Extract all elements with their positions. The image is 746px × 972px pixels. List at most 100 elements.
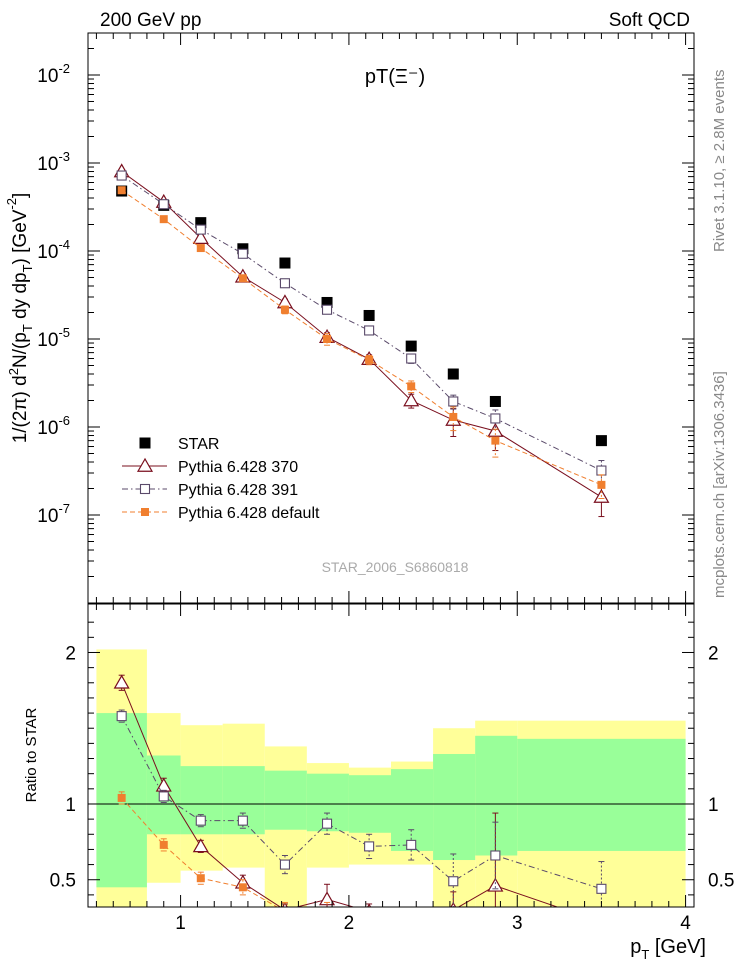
star-point	[279, 257, 291, 269]
main-panel-frame	[87, 32, 695, 604]
pythia-6-428-391-point	[195, 224, 206, 235]
y-tick-label: 10-2	[37, 61, 70, 87]
pythia-6-428-default-point	[117, 186, 126, 195]
green-uncertainty-band	[517, 738, 686, 851]
pythia-6-428-default-point	[597, 480, 606, 489]
pythia-6-428-391-point	[448, 396, 459, 407]
pythia-6-428-default-ratio-error-bar	[160, 838, 167, 852]
pythia-6-428-391-point	[321, 304, 333, 315]
legend-marker	[139, 437, 151, 449]
pythia-6-428-391-ratio-point	[596, 883, 607, 894]
pythia-6-428-391-point	[364, 325, 375, 336]
pythia-6-428-391-ratio-point	[279, 859, 291, 870]
legend-entry-pythia-6-428-391: Pythia 6.428 391	[122, 482, 298, 499]
x-tick-label: 1	[175, 913, 186, 934]
y-tick-label: 10-5	[37, 325, 70, 351]
mcplots-credit-label: mcplots.cern.ch [arXiv:1306.3436]	[711, 371, 728, 598]
main-axes: 10-7 10-6 10-5 10-4 10-3 10-2	[37, 32, 694, 604]
x-axis-label-text: pT [GeV]	[630, 936, 706, 962]
pythia-6-428-default-point	[491, 436, 500, 445]
pythia-6-428-default-ratio-error-bar	[281, 901, 288, 907]
pythia-6-428-391-ratio-point	[116, 711, 127, 722]
legend-marker	[139, 483, 151, 495]
pythia-6-428-370-ratio-point	[113, 674, 130, 689]
legend-entry-pythia-6-428-default: Pythia 6.428 default	[122, 505, 320, 522]
ratio-y-tick-label-right: 1	[708, 795, 719, 816]
legend-label: Pythia 6.428 370	[178, 459, 298, 476]
pythia-6-428-391-point	[279, 278, 291, 289]
ratio-panel-frame	[87, 603, 695, 908]
ratio-y-tick-label-left: 2	[65, 643, 76, 664]
pythia-6-428-default-ratio-error-bar	[239, 879, 246, 896]
pythia-6-428-default-ratio-error-bar	[598, 916, 604, 931]
legend-entry-star: STAR	[139, 436, 219, 453]
ratio-panel: 0.5 0.5 1 1 2 2 1 2 3 4 Ratio to STAR pT [GeV]	[23, 603, 734, 962]
legend-label: Pythia 6.428 default	[178, 505, 320, 522]
pythia-6-428-default-ratio-point	[196, 874, 205, 883]
x-axis-label: pT [GeV]	[630, 936, 706, 962]
pythia-6-428-391-point	[596, 465, 607, 476]
pythia-6-428-default-ratio-error-bar	[118, 791, 125, 805]
pythia-6-428-391-ratio-error-bar	[450, 853, 457, 907]
pythia-6-428-370-ratio-point	[281, 901, 288, 907]
pythia-6-428-default-ratio-point	[407, 921, 415, 929]
pythia-6-428-default-point	[449, 412, 458, 421]
x-tick-label: 3	[512, 913, 523, 934]
ratio-y-tick-label-left: 0.5	[50, 871, 76, 892]
pythia-6-428-default-ratio-line	[121, 797, 279, 907]
pythia-6-428-default-point	[196, 244, 205, 253]
pythia-6-428-391-ratio-point	[158, 791, 169, 802]
pythia-6-428-391-ratio-error-bar	[160, 789, 167, 803]
legend-marker	[141, 508, 149, 516]
pythia-6-428-391-ratio-point	[448, 876, 459, 887]
pythia-6-428-default-point	[323, 334, 332, 343]
pythia-6-428-default-ratio-point	[449, 915, 457, 923]
legend-marker	[136, 457, 154, 472]
header-left-label: 200 GeV pp	[100, 10, 201, 31]
ratio-y-tick-label-right: 2	[708, 643, 719, 664]
pythia-6-428-default-ratio-point	[597, 920, 605, 928]
pythia-6-428-default-ratio-point	[365, 918, 373, 926]
pythia-6-428-370-ratio-point	[192, 838, 209, 853]
pythia-6-428-391-ratio-point	[237, 815, 248, 826]
pythia-6-428-370-ratio-point	[318, 891, 336, 906]
pythia-6-428-391-ratio-point	[406, 839, 417, 850]
main-y-axis-label-text: 1/(2π) d2N/(pT dy dpT) [GeV-2]	[4, 193, 35, 444]
y-tick-label: 10-7	[37, 501, 70, 527]
pythia-6-428-391-ratio-point	[321, 818, 333, 829]
pythia-6-428-370-ratio-error-bar	[408, 912, 414, 927]
pythia-6-428-370-ratio-point	[594, 915, 608, 927]
star-point	[363, 309, 375, 321]
pythia-6-428-default-ratio-point	[491, 918, 499, 926]
pythia-6-428-default-point	[238, 274, 247, 283]
legend: STAR Pythia 6.428 370 Pythia 6.428 391 Pyth…	[122, 436, 320, 522]
pythia-6-428-default-error-bar	[598, 474, 605, 499]
pythia-6-428-default-point	[365, 355, 374, 364]
pythia-6-428-391-point	[158, 199, 169, 210]
y-tick-label: 10-3	[37, 149, 70, 175]
pythia-6-428-391-ratio-point	[195, 815, 206, 826]
header-right-label: Soft QCD	[609, 10, 690, 31]
ratio-y-tick-label-right: 0.5	[708, 871, 734, 892]
pythia-6-428-391-ratio-error-bar	[118, 709, 125, 723]
legend-label: STAR	[178, 436, 219, 453]
ratio-y-axis-label: Ratio to STAR	[23, 707, 40, 802]
pythia-6-428-default-ratio-point	[238, 883, 247, 892]
x-tick-label: 2	[344, 913, 355, 934]
pythia-6-428-default-ratio-point	[159, 840, 168, 849]
pythia-6-428-default-line	[121, 189, 602, 486]
green-uncertainty-band	[391, 769, 434, 851]
pythia-6-428-391-ratio-error-bar	[324, 812, 331, 835]
pythia-6-428-default-ratio-error-bar	[492, 915, 498, 930]
legend-entry-pythia-6-428-370: Pythia 6.428 370	[122, 457, 298, 476]
pythia-6-428-default-error-bar	[450, 406, 457, 432]
pythia-6-428-391-ratio-error-bar	[598, 861, 605, 907]
pythia-6-428-370-point	[192, 229, 209, 244]
pythia-6-428-default-ratio-error-bar	[450, 912, 456, 927]
main-y-axis-label: 1/(2π) d2N/(pT dy dpT) [GeV-2]	[4, 193, 35, 444]
pythia-6-428-370-ratio-error-bar	[598, 906, 605, 907]
pythia-6-428-370-ratio-point	[487, 877, 504, 892]
pythia-6-428-391-point	[406, 353, 417, 364]
ratio-plot-area	[88, 649, 694, 931]
y-tick-label: 10-6	[37, 413, 70, 439]
